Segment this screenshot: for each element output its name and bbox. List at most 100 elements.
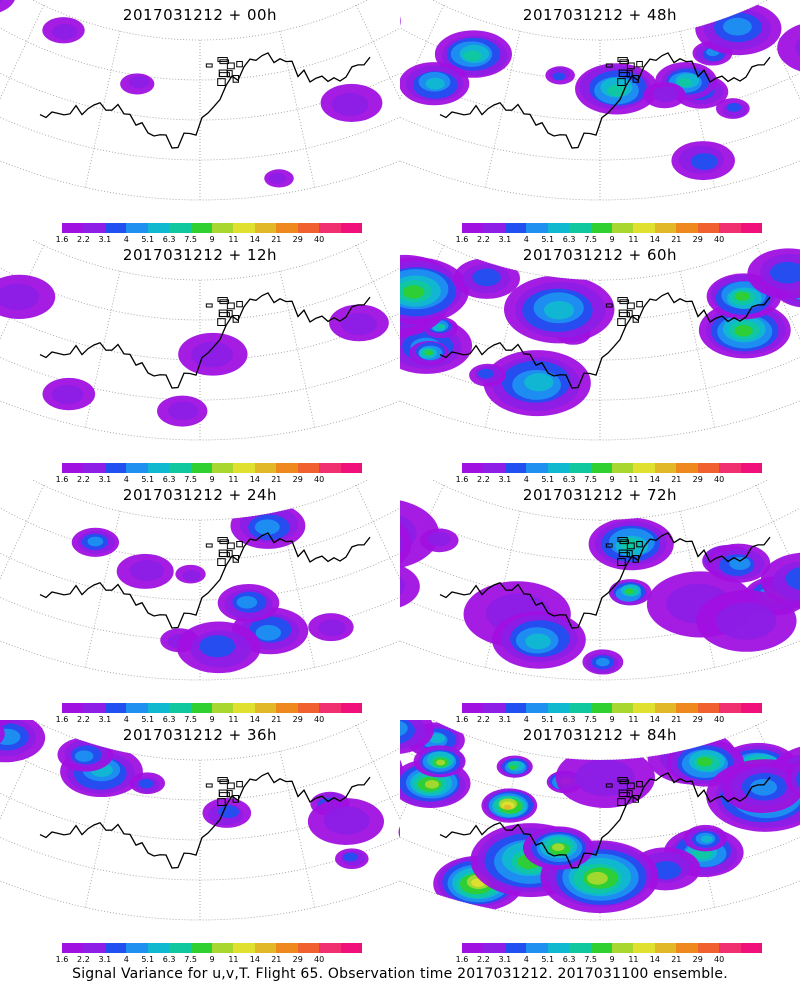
colorbar-label: 6.3: [562, 715, 576, 724]
colorbar-swatch: [297, 703, 320, 713]
colorbar-swatch: [740, 703, 763, 713]
colorbar-label: 6.3: [562, 235, 576, 244]
colorbar-label: 14: [249, 475, 260, 484]
colorbar-swatch: [569, 703, 592, 713]
colorbar-swatch: [697, 943, 720, 953]
colorbar: 1.6 2.2 3.1 4 5.1 6.3 7.5 9 11 14 21 29 40: [56, 463, 363, 484]
colorbar-swatch: [654, 463, 677, 473]
colorbar: 1.6 2.2 3.1 4 5.1 6.3 7.5 9 11 14 21 29 40: [456, 463, 763, 484]
colorbar-swatch: [633, 463, 656, 473]
colorbar-label: 21: [671, 475, 682, 484]
colorbar-swatch: [590, 223, 613, 233]
panel-title: 2017031212 + 84h: [522, 726, 678, 744]
colorbar-swatch: [190, 463, 213, 473]
colorbar-label: 4: [123, 475, 129, 484]
colorbar-swatch: [297, 943, 320, 953]
colorbar-label: 9: [209, 955, 215, 964]
map-panel: 2017031212 + 12h 1.6 2.2 3.1 4 5.1 6.3 7.5 9 11 14…: [0, 240, 400, 484]
colorbar-label: 21: [271, 715, 282, 724]
colorbar-swatch: [254, 463, 277, 473]
colorbar-swatch: [590, 943, 613, 953]
colorbar-swatch: [526, 703, 549, 713]
colorbar-swatch: [276, 943, 299, 953]
colorbar-swatch: [654, 223, 677, 233]
colorbar-swatch: [104, 943, 127, 953]
colorbar-swatch: [462, 223, 484, 233]
colorbar-swatch: [633, 703, 656, 713]
colorbar-label: 11: [228, 235, 239, 244]
coastline: [439, 772, 771, 869]
variance-map: [0, 0, 400, 201]
colorbar-label: 4: [523, 235, 529, 244]
colorbar-label: 6.3: [562, 475, 576, 484]
colorbar-label: 11: [228, 955, 239, 964]
colorbar-label: 9: [209, 235, 215, 244]
variance-map: [0, 240, 400, 441]
colorbar-swatch: [126, 943, 149, 953]
colorbar-swatch: [612, 703, 634, 713]
coastline: [439, 52, 771, 149]
colorbar-swatch: [340, 463, 363, 473]
colorbar-label: 40: [314, 715, 325, 724]
colorbar-swatch: [697, 223, 720, 233]
colorbar-label: 6.3: [162, 715, 176, 724]
colorbar-swatch: [169, 223, 192, 233]
colorbar-label: 7.5: [584, 955, 597, 964]
colorbar-label: 6.3: [162, 475, 176, 484]
colorbar-label: 1.6: [455, 715, 469, 724]
colorbar-swatch: [740, 223, 763, 233]
colorbar-label: 29: [292, 235, 303, 244]
colorbar-swatch: [340, 703, 363, 713]
variance-map: [400, 240, 800, 441]
colorbar-label: 21: [671, 715, 682, 724]
colorbar-label: 14: [249, 955, 260, 964]
colorbar-label: 3.1: [98, 235, 112, 244]
colorbar-swatch: [633, 943, 656, 953]
colorbar-swatch: [212, 943, 234, 953]
colorbar-label: 5.1: [541, 475, 555, 484]
colorbar-swatch: [483, 223, 506, 233]
colorbar-label: 3.1: [98, 715, 112, 724]
coastline: [439, 532, 771, 629]
colorbar-label: 3.1: [498, 955, 512, 964]
colorbar-swatch: [547, 703, 570, 713]
colorbar-label: 2.2: [477, 235, 490, 244]
colorbar-label: 40: [314, 235, 325, 244]
colorbar-swatch: [319, 463, 342, 473]
colorbar-label: 4: [523, 715, 529, 724]
colorbar-label: 5.1: [141, 475, 155, 484]
colorbar-label: 21: [671, 235, 682, 244]
colorbar-label: 11: [228, 475, 239, 484]
colorbar-swatch: [504, 943, 527, 953]
colorbar-swatch: [147, 703, 170, 713]
variance-field: [400, 248, 800, 417]
coastline: [439, 292, 771, 389]
colorbar-label: 5.1: [141, 715, 155, 724]
colorbar-swatch: [719, 703, 742, 713]
colorbar-swatch: [719, 943, 742, 953]
colorbar-label: 21: [671, 955, 682, 964]
colorbar-label: 5.1: [541, 955, 555, 964]
colorbar-swatch: [254, 703, 277, 713]
colorbar-label: 9: [209, 475, 215, 484]
variance-field: [400, 0, 800, 181]
variance-field: [0, 720, 400, 870]
colorbar-swatch: [483, 463, 506, 473]
colorbar-label: 29: [692, 955, 703, 964]
colorbar-swatch: [504, 463, 527, 473]
colorbar-swatch: [654, 703, 677, 713]
colorbar-label: 1.6: [55, 235, 69, 244]
colorbar-swatch: [83, 943, 106, 953]
colorbar-label: 4: [123, 955, 129, 964]
colorbar-swatch: [212, 223, 234, 233]
colorbar-swatch: [719, 223, 742, 233]
colorbar-label: 29: [292, 715, 303, 724]
colorbar-swatch: [83, 463, 106, 473]
colorbar-swatch: [740, 943, 763, 953]
colorbar-label: 6.3: [162, 235, 176, 244]
colorbar-label: 2.2: [77, 235, 90, 244]
colorbar-label: 9: [609, 235, 615, 244]
map-panel: 2017031212 + 48h 1.6 2.2 3.1 4 5.1 6.3 7.5 9 11 14…: [400, 0, 800, 244]
colorbar-swatch: [612, 223, 634, 233]
map-panel: 2017031212 + 24h 1.6 2.2 3.1 4 5.1 6.3 7.5 9 11 14…: [0, 480, 400, 724]
